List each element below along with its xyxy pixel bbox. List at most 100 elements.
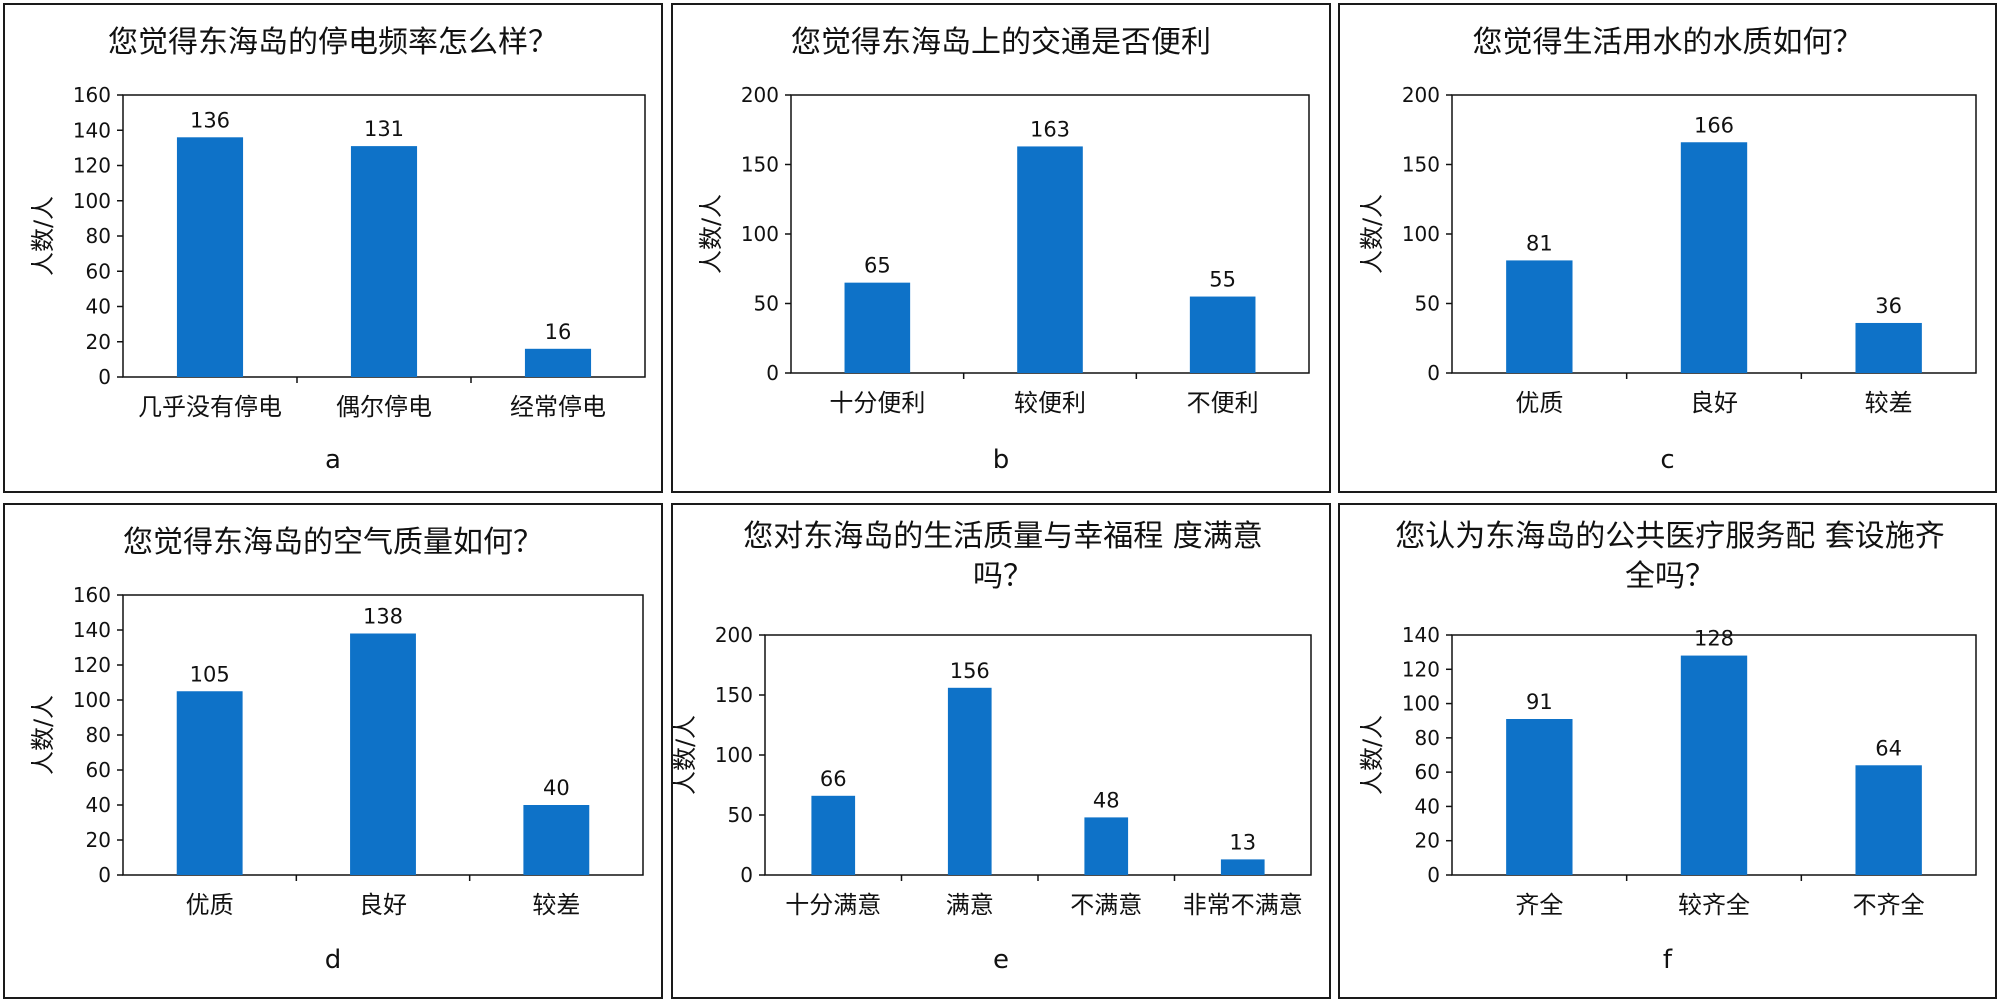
bar xyxy=(524,348,592,377)
bar xyxy=(844,282,911,373)
y-tick-label: 200 xyxy=(715,623,753,647)
chart-title: 您觉得东海岛的空气质量如何？ xyxy=(123,525,543,560)
y-tick-label: 120 xyxy=(73,154,111,178)
panel-label: e xyxy=(993,945,1009,975)
data-label: 105 xyxy=(190,662,230,686)
chart-title: 您觉得东海岛的停电频率怎么样？ xyxy=(108,25,558,60)
bar xyxy=(1084,817,1129,875)
x-tick-label: 优质 xyxy=(186,891,234,919)
y-tick-label: 140 xyxy=(73,618,111,642)
x-tick-label: 非常不满意 xyxy=(1183,891,1303,919)
chart-panel-a: 您觉得东海岛的停电频率怎么样？ 0 20 40 60 80 100 120 140 160 人数/… xyxy=(3,3,663,493)
y-tick-label: 0 xyxy=(740,863,753,887)
y-tick-label: 120 xyxy=(1402,657,1440,681)
x-tick-label: 十分便利 xyxy=(829,389,925,417)
data-label: 16 xyxy=(545,320,572,344)
x-tick-label: 优质 xyxy=(1515,389,1563,417)
y-tick-label: 60 xyxy=(86,758,111,782)
y-axis-label: 人数/人 xyxy=(1358,194,1386,274)
y-tick-label: 120 xyxy=(73,653,111,677)
x-tick-label: 不满意 xyxy=(1070,891,1142,919)
y-tick-label: 60 xyxy=(86,259,111,283)
y-tick-label: 160 xyxy=(73,83,111,107)
y-axis-label: 人数/人 xyxy=(671,715,699,795)
panel-label: d xyxy=(324,945,342,975)
y-tick-label: 160 xyxy=(73,583,111,607)
panel-label: f xyxy=(1662,945,1673,975)
bar xyxy=(523,805,590,875)
chart-title: 您认为东海岛的公共医疗服务配 套设施齐全吗？ xyxy=(1395,519,1945,594)
data-label: 13 xyxy=(1229,830,1256,854)
y-tick-label: 50 xyxy=(1415,292,1440,316)
y-tick-label: 100 xyxy=(1402,222,1440,246)
x-tick-label: 较便利 xyxy=(1014,389,1086,417)
x-tick-label: 齐全 xyxy=(1515,891,1563,919)
panel-label: c xyxy=(1660,445,1675,475)
y-tick-label: 100 xyxy=(73,688,111,712)
data-label: 36 xyxy=(1875,294,1902,318)
y-tick-label: 40 xyxy=(86,793,111,817)
bar-chart: 0 20 40 60 80 100 120 140 160 人数/人 136 几乎没有停电 131 偶尔停… xyxy=(29,83,646,421)
y-tick-label: 80 xyxy=(1415,726,1440,750)
y-tick-label: 100 xyxy=(73,189,111,213)
bar xyxy=(1855,322,1922,373)
x-tick-label: 良好 xyxy=(1690,389,1738,417)
x-tick-label: 良好 xyxy=(359,891,407,919)
x-tick-label: 几乎没有停电 xyxy=(138,393,282,421)
y-tick-label: 0 xyxy=(1427,361,1440,385)
y-axis-label: 人数/人 xyxy=(1358,715,1386,795)
x-tick-label: 较齐全 xyxy=(1678,891,1750,919)
y-tick-label: 40 xyxy=(86,295,111,319)
y-tick-label: 0 xyxy=(98,365,111,389)
chart-title: 您对东海岛的生活质量与幸福程 度满意吗？ xyxy=(743,519,1263,594)
x-tick-label: 不齐全 xyxy=(1853,891,1925,919)
y-tick-label: 20 xyxy=(86,330,111,354)
bar xyxy=(1017,146,1083,373)
bar-chart: 0 20 40 60 80 100 120 140 人数/人 91 齐全 128 较齐全 64 不齐全 xyxy=(1358,623,1977,919)
data-label: 156 xyxy=(950,659,990,683)
bar xyxy=(1680,655,1748,875)
y-tick-label: 140 xyxy=(1402,623,1440,647)
y-tick-label: 150 xyxy=(1402,153,1440,177)
bar xyxy=(1680,142,1748,373)
y-tick-label: 0 xyxy=(1427,863,1440,887)
bar xyxy=(1506,719,1573,875)
data-label: 131 xyxy=(364,117,404,141)
data-label: 64 xyxy=(1875,736,1902,760)
bar-chart: 0 20 40 60 80 100 120 140 160 人数/人 105 优质 138 良好 40 较差 xyxy=(29,583,644,919)
bar xyxy=(947,687,992,875)
y-tick-label: 20 xyxy=(1415,829,1440,853)
y-axis-label: 人数/人 xyxy=(697,194,725,274)
x-tick-label: 经常停电 xyxy=(510,393,606,421)
bar xyxy=(811,795,856,875)
y-axis-label: 人数/人 xyxy=(29,695,57,775)
bar xyxy=(1506,260,1573,373)
y-tick-label: 80 xyxy=(86,224,111,248)
data-label: 136 xyxy=(190,108,230,132)
bar-chart: 0 50 100 150 200 人数/人 65 十分便利 163 较便利 55 不便利 xyxy=(697,83,1310,417)
chart-panel-f: 您认为东海岛的公共医疗服务配 套设施齐全吗？ 0 20 40 60 80 100 120 14… xyxy=(1338,503,1997,999)
y-tick-label: 100 xyxy=(715,743,753,767)
y-tick-label: 0 xyxy=(766,361,779,385)
data-label: 81 xyxy=(1526,231,1553,255)
y-tick-label: 150 xyxy=(741,153,779,177)
y-tick-label: 200 xyxy=(1402,83,1440,107)
x-tick-label: 较差 xyxy=(532,891,580,919)
data-label: 166 xyxy=(1694,113,1734,137)
y-tick-label: 50 xyxy=(754,292,779,316)
y-tick-label: 0 xyxy=(98,863,111,887)
y-tick-label: 100 xyxy=(741,222,779,246)
y-tick-label: 100 xyxy=(1402,692,1440,716)
data-label: 65 xyxy=(864,254,891,278)
x-tick-label: 不便利 xyxy=(1187,389,1259,417)
y-tick-label: 50 xyxy=(728,803,753,827)
bar xyxy=(176,137,244,377)
data-label: 55 xyxy=(1209,268,1236,292)
chart-panel-c: 您觉得生活用水的水质如何？ 0 50 100 150 200 人数/人 81 优质 166 良好 3… xyxy=(1338,3,1997,493)
y-axis-label: 人数/人 xyxy=(29,196,57,276)
x-tick-label: 十分满意 xyxy=(785,891,881,919)
data-label: 66 xyxy=(820,767,847,791)
y-tick-label: 60 xyxy=(1415,760,1440,784)
chart-title: 您觉得东海岛上的交通是否便利 xyxy=(791,25,1211,60)
x-tick-label: 满意 xyxy=(946,891,994,919)
